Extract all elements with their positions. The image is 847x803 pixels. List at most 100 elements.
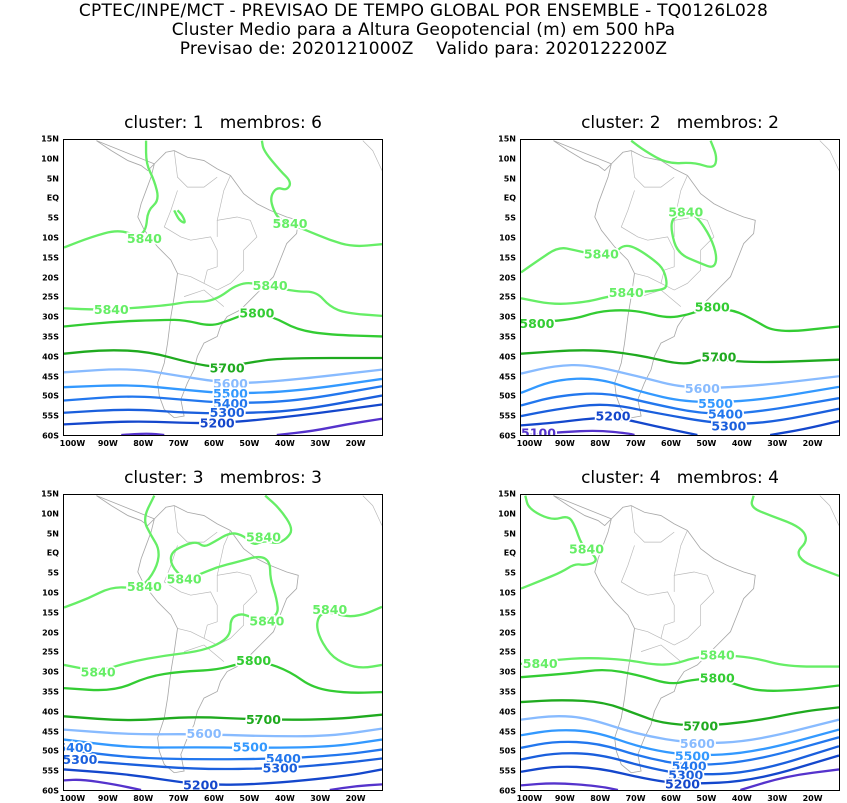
latitude-tick-label: 35S: [42, 332, 59, 342]
contour-label: 5700: [701, 349, 736, 364]
latitude-tick-label: 15N: [41, 134, 59, 144]
contour-line-5400: [64, 748, 382, 761]
contour-label: 5700: [210, 360, 245, 375]
contour-label: 5840: [249, 613, 284, 628]
longitude-tick-label: 100W: [59, 439, 86, 448]
contour-line-5200: [521, 416, 698, 435]
contour-line-5400: [64, 385, 382, 404]
contour-label: 5300: [711, 418, 746, 433]
country-border: [173, 505, 218, 543]
longitude-tick-label: 50W: [239, 794, 260, 803]
country-border: [173, 150, 218, 188]
contour-label: 5600: [213, 376, 248, 391]
contour-line-5300: [64, 757, 382, 771]
longitude-tick-label: 80W: [590, 439, 611, 448]
contour-label: 5840: [584, 246, 619, 261]
latitude-tick-label: 55S: [42, 411, 59, 421]
latitude-tick-label: 5S: [504, 568, 516, 578]
contour-line-5300: [521, 403, 839, 425]
latitude-tick-label: 50S: [499, 746, 516, 756]
contour-line-5100: [528, 429, 635, 435]
longitude-tick-label: 50W: [696, 794, 717, 803]
coastline: [96, 140, 299, 419]
contour-line-5200: [64, 403, 382, 426]
longitude-tick-label: 80W: [133, 439, 154, 448]
latitude-tick-label: EQ: [503, 193, 516, 203]
country-border: [641, 644, 682, 662]
longitude-tick-label: 50W: [696, 439, 717, 448]
contour-line-5840: [64, 495, 160, 609]
latitude-tick-label: 60S: [499, 431, 516, 441]
cluster-panel-4: cluster: 4 membros: 4 15N 10N 5N EQ 5S 10S 15S 2…: [498, 468, 840, 803]
latitude-tick-label: 20S: [42, 273, 59, 283]
contour-line-5200: [769, 419, 839, 435]
contour-line-5700: [64, 349, 382, 368]
country-border: [819, 495, 839, 526]
contour-label: 5700: [683, 719, 718, 734]
longitude-tick-label: 60W: [204, 794, 224, 803]
country-border: [362, 495, 382, 526]
latitude-tick-label: 45S: [42, 372, 59, 382]
contour-line-5600: [521, 714, 839, 744]
country-border: [630, 150, 675, 188]
longitude-tick-label: 50W: [239, 439, 260, 448]
latitude-tick-label: 50S: [42, 746, 59, 756]
latitude-tick-label: 55S: [499, 411, 516, 421]
latitude-tick-label: 15S: [42, 608, 59, 618]
latitude-tick-label: 15N: [41, 489, 59, 499]
country-border: [620, 545, 715, 646]
contour-label: 5100: [521, 426, 556, 436]
contour-label: 5840: [167, 572, 202, 587]
latitude-tick-label: 55S: [42, 766, 59, 776]
contour-line-5500: [64, 738, 382, 749]
longitude-tick-label: 20W: [802, 439, 823, 448]
contour-line-5800: [64, 313, 382, 338]
latitude-tick-label: 10S: [42, 588, 59, 598]
contour-label: 5840: [700, 647, 735, 662]
country-border: [177, 273, 205, 284]
geopotential-map: 5840 5840 5840 5840 5800 57005600550054005300…: [63, 139, 383, 436]
country-border: [630, 505, 675, 543]
contour-label: 5840: [668, 204, 703, 219]
contour-label: 5300: [668, 767, 703, 782]
latitude-tick-label: 15S: [499, 253, 516, 263]
contour-line-5800: [64, 661, 382, 694]
longitude-tick-label: 30W: [767, 794, 788, 803]
contour-label: 5840: [127, 579, 162, 594]
contour-line-5840: [670, 210, 718, 268]
latitude-tick-label: 10N: [498, 509, 516, 519]
contour-line-5840: [521, 244, 668, 305]
longitude-tick-label: 60W: [204, 439, 224, 448]
latitude-tick-label: 30S: [499, 312, 516, 322]
panel-title: cluster: 3 membros: 3: [124, 468, 322, 488]
coastline: [96, 495, 299, 774]
contour-line-5840: [64, 555, 279, 671]
latitude-tick-label: 45S: [499, 727, 516, 737]
longitude-tick-label: 100W: [59, 794, 86, 803]
contour-line-5840: [630, 140, 718, 168]
contour-label: 5200: [665, 777, 700, 791]
contour-line-5800: [521, 668, 839, 692]
latitude-tick-label: 15N: [498, 489, 516, 499]
latitude-tick-label: 15N: [498, 134, 516, 144]
contour-label: 5840: [523, 656, 558, 671]
contour-line-5500: [521, 728, 839, 757]
contour-line-5700: [64, 713, 382, 722]
contour-line-5300: [64, 394, 382, 415]
latitude-tick-label: 5N: [503, 174, 516, 184]
country-border: [673, 530, 708, 576]
longitude-tick-label: 40W: [731, 439, 752, 448]
contour-line-5840: [260, 140, 382, 248]
longitude-tick-label: 60W: [661, 439, 681, 448]
latitude-tick-label: 10S: [42, 233, 59, 243]
contour-line-5100: [276, 417, 382, 435]
latitude-tick-label: 10S: [499, 233, 516, 243]
country-border: [620, 190, 715, 291]
country-border: [177, 628, 205, 639]
contour-label: 5840: [246, 529, 281, 544]
forecast-dates: Previsao de: 2020121000Z Valido para: 20…: [179, 39, 668, 59]
contour-label: 5300: [210, 405, 245, 420]
contour-line-5600: [521, 363, 839, 389]
longitude-tick-label: 100W: [516, 439, 543, 448]
latitude-tick-label: 5S: [47, 568, 59, 578]
